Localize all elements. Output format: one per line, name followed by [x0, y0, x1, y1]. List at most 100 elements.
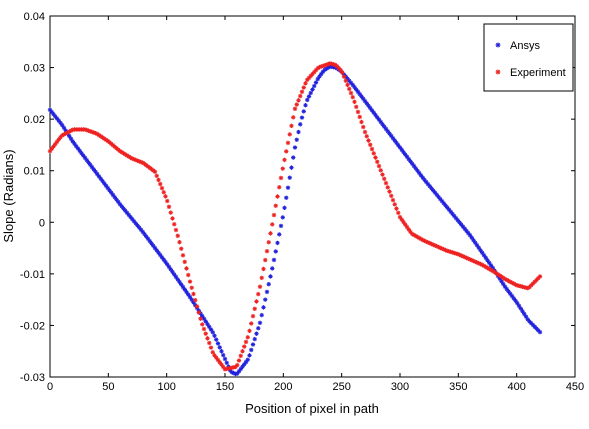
data-point: [173, 227, 179, 233]
data-point: [315, 76, 320, 82]
data-point: [376, 163, 382, 169]
data-point: [250, 342, 256, 347]
data-point: [170, 216, 175, 221]
data-point: [296, 98, 301, 103]
data-point: [179, 246, 184, 251]
data-point: [266, 281, 271, 287]
legend-star: [495, 69, 501, 75]
legend: Ansys Experiment: [483, 23, 574, 92]
data-point: [268, 231, 273, 236]
data-point: [256, 326, 261, 331]
data-point: [364, 134, 369, 139]
data-point: [355, 109, 361, 115]
legend-label-ansys: Ansys: [510, 40, 540, 52]
data-point: [224, 360, 229, 366]
data-point: [352, 99, 357, 105]
data-point: [257, 320, 263, 326]
data-point: [270, 222, 275, 227]
data-point: [264, 248, 270, 254]
data-point: [277, 232, 282, 237]
data-point: [196, 310, 201, 315]
data-point: [298, 122, 303, 127]
data-point: [249, 321, 254, 326]
data-point: [516, 303, 522, 309]
data-point: [310, 87, 315, 92]
data-point: [502, 284, 508, 289]
data-point: [301, 85, 306, 90]
data-point: [506, 289, 511, 294]
y-tick-label: -0.03: [20, 372, 45, 384]
data-point: [268, 274, 273, 279]
data-point: [154, 173, 159, 179]
data-point: [299, 115, 305, 120]
data-point: [474, 243, 480, 248]
data-point: [357, 114, 362, 120]
data-point: [459, 222, 464, 227]
x-tick-label: 50: [102, 381, 114, 393]
data-point: [291, 115, 296, 120]
x-tick-label: 0: [47, 381, 53, 393]
y-axis: -0.03 -0.02 -0.01 0 0.01 0.02 0.03 0.04: [20, 11, 575, 384]
data-point: [390, 197, 396, 203]
data-point: [289, 123, 294, 129]
data-point: [403, 152, 408, 157]
data-point: [313, 80, 319, 85]
data-point: [221, 352, 226, 358]
data-point: [264, 289, 270, 295]
data-point: [282, 157, 287, 163]
data-point: [95, 171, 100, 177]
data-point: [392, 202, 397, 207]
x-axis-label: Position of pixel in path: [245, 401, 379, 416]
data-point: [257, 284, 263, 289]
data-point: [271, 257, 277, 263]
data-point: [285, 140, 291, 146]
x-tick-label: 200: [274, 381, 292, 393]
data-point: [159, 185, 165, 191]
data-point: [273, 203, 278, 208]
data-point: [518, 306, 523, 311]
data-point: [284, 195, 289, 200]
data-point: [371, 151, 376, 156]
data-point: [217, 345, 222, 350]
x-axis: 0 50 100 150 200 250 300 350 400 450: [47, 16, 584, 393]
data-point: [54, 139, 60, 145]
data-point: [163, 194, 168, 199]
x-tick-label: 150: [216, 381, 234, 393]
data-point: [345, 82, 350, 88]
data-point: [396, 210, 401, 216]
data-point: [305, 97, 310, 103]
data-point: [368, 142, 373, 147]
data-point: [369, 146, 375, 152]
data-point: [373, 155, 378, 160]
data-point: [180, 253, 186, 258]
data-point: [303, 103, 308, 108]
data-point: [261, 305, 266, 310]
y-tick-label: 0: [39, 217, 45, 229]
data-point: [348, 90, 354, 96]
data-point: [263, 257, 268, 263]
data-point: [161, 190, 166, 195]
x-tick-label: 100: [157, 381, 175, 393]
data-point: [186, 272, 191, 278]
data-point: [266, 240, 271, 245]
data-point: [163, 259, 168, 265]
data-point: [397, 214, 403, 220]
data-point: [413, 166, 418, 171]
data-point: [168, 210, 173, 215]
data-point: [387, 189, 392, 194]
data-point: [287, 175, 292, 180]
y-tick-label: -0.01: [20, 269, 45, 281]
data-point: [184, 266, 189, 271]
data-point: [182, 287, 187, 292]
data-point: [152, 169, 158, 174]
data-point: [256, 291, 261, 297]
data-point: [303, 81, 308, 86]
data-point: [252, 336, 257, 342]
data-point: [467, 232, 473, 238]
data-point: [291, 155, 296, 160]
data-point: [259, 312, 264, 318]
data-point: [177, 239, 182, 245]
data-point: [287, 132, 292, 137]
data-point: [270, 266, 275, 271]
data-point: [214, 337, 219, 342]
